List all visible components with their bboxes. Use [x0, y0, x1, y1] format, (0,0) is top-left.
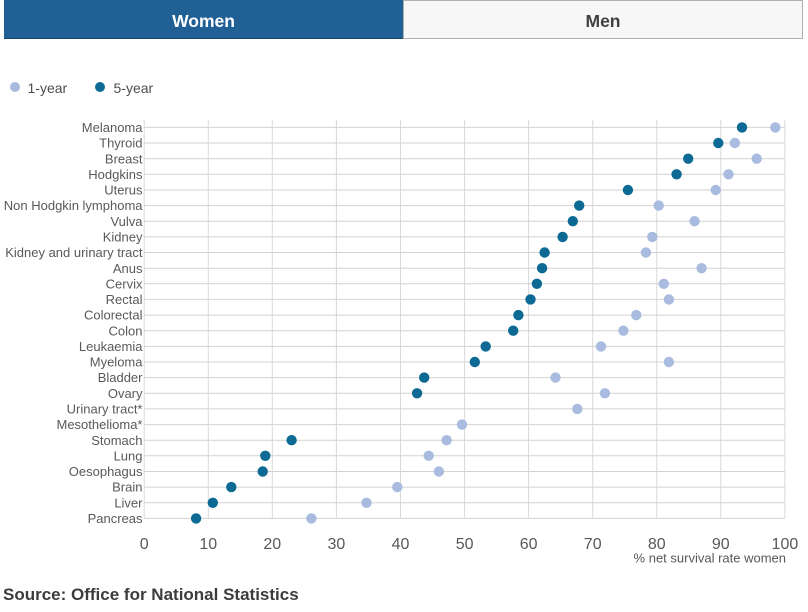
- svg-text:Oesophagus: Oesophagus: [69, 464, 143, 479]
- svg-text:Liver: Liver: [114, 495, 143, 510]
- svg-text:Thyroid: Thyroid: [99, 136, 142, 151]
- svg-text:Kidney and urinary tract: Kidney and urinary tract: [5, 245, 143, 260]
- svg-text:% net survival rate women: % net survival rate women: [634, 551, 786, 566]
- svg-text:Brain: Brain: [112, 480, 142, 495]
- svg-text:90: 90: [712, 536, 730, 553]
- svg-text:Non Hodgkin lymphoma: Non Hodgkin lymphoma: [4, 198, 144, 213]
- svg-text:Breast: Breast: [105, 151, 143, 166]
- svg-text:Mesothelioma*: Mesothelioma*: [57, 417, 143, 432]
- svg-text:Kidney: Kidney: [103, 230, 143, 245]
- svg-text:40: 40: [392, 536, 410, 553]
- svg-text:Urinary tract*: Urinary tract*: [67, 402, 143, 417]
- svg-text:Stomach: Stomach: [91, 433, 142, 448]
- svg-text:80: 80: [648, 536, 666, 553]
- svg-text:Rectal: Rectal: [106, 292, 143, 307]
- svg-text:Anus: Anus: [113, 261, 143, 276]
- svg-text:Colorectal: Colorectal: [84, 308, 143, 323]
- svg-text:70: 70: [584, 536, 602, 553]
- svg-text:Pancreas: Pancreas: [88, 511, 143, 526]
- svg-text:Myeloma: Myeloma: [90, 355, 144, 370]
- svg-text:Cervix: Cervix: [106, 276, 143, 291]
- svg-text:Lung: Lung: [114, 448, 143, 463]
- svg-text:Colon: Colon: [109, 323, 143, 338]
- svg-text:Bladder: Bladder: [98, 370, 143, 385]
- svg-text:60: 60: [520, 536, 538, 553]
- svg-text:0: 0: [140, 536, 149, 553]
- svg-text:Uterus: Uterus: [104, 183, 143, 198]
- svg-text:Melanoma: Melanoma: [82, 120, 143, 135]
- svg-text:20: 20: [263, 536, 281, 553]
- svg-text:Hodgkins: Hodgkins: [88, 167, 143, 182]
- svg-text:30: 30: [328, 536, 346, 553]
- svg-text:100: 100: [772, 536, 799, 553]
- svg-text:Ovary: Ovary: [108, 386, 143, 401]
- svg-text:Leukaemia: Leukaemia: [79, 339, 143, 354]
- svg-text:10: 10: [199, 536, 217, 553]
- svg-text:Vulva: Vulva: [110, 214, 143, 229]
- svg-text:50: 50: [456, 536, 474, 553]
